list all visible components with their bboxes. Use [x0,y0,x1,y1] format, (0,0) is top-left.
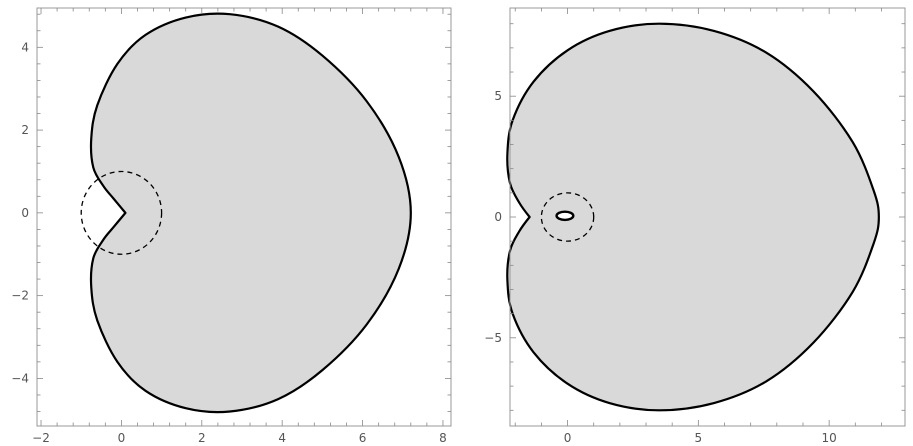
y-tick-label-1: −4 [11,371,29,385]
y-tick-label-2: 0 [494,210,502,224]
x-tick-label-2: 0 [564,431,572,445]
y-tick-label-1: −2 [11,289,29,303]
x-tick-label-1: 6 [359,431,367,445]
y-tick-label-1: 4 [21,40,29,54]
region-boundary-2 [506,22,880,412]
region-boundary-1 [89,12,412,414]
x-tick-label-1: 4 [278,431,286,445]
x-tick-label-1: 8 [439,431,447,445]
y-tick-label-1: 2 [21,123,29,137]
y-tick-label-1: 0 [21,206,29,220]
unit-circle-2 [540,192,595,242]
y-tick-label-2: 5 [494,89,502,103]
x-tick-label-1: −2 [32,431,50,445]
chart-right: 0 5 10 −5 0 5 [484,7,906,445]
x-tick-label-2: 10 [821,431,836,445]
x-tick-label-2: 5 [695,431,703,445]
inner-loop-2 [555,210,575,222]
plot-frame-1 [36,7,452,427]
x-tick-label-1: 2 [198,431,206,445]
x-tick-label-1: 0 [118,431,126,445]
chart-left: −2 0 2 4 6 8 −4 −2 0 2 4 [11,7,452,445]
y-tick-label-2: −5 [484,331,502,345]
unit-circle-1 [80,170,163,255]
